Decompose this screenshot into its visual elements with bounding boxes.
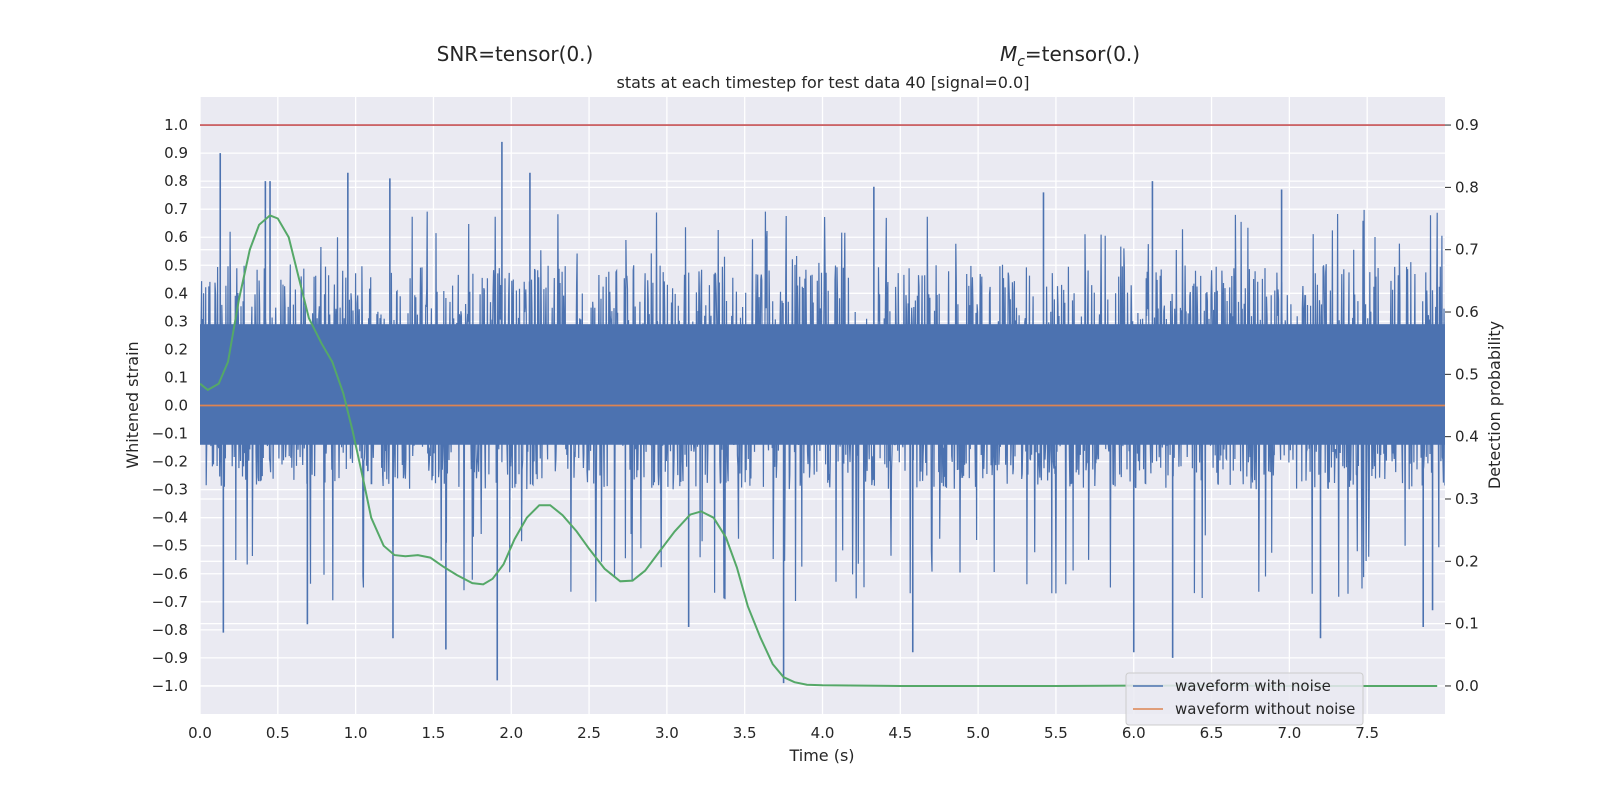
y2-tick-label: 0.3	[1455, 490, 1479, 508]
y-tick-label: −1.0	[152, 677, 188, 695]
y2-tick-label: 0.2	[1455, 552, 1479, 570]
y-tick-label: 0.3	[164, 312, 188, 330]
y-tick-label: 1.0	[164, 116, 188, 134]
y2-tick-label: 0.5	[1455, 365, 1479, 383]
y2-tick-label: 0.0	[1455, 677, 1479, 695]
legend-label-clean: waveform without noise	[1175, 700, 1355, 718]
x-tick-label: 3.5	[733, 724, 757, 742]
x-tick-label: 4.5	[888, 724, 912, 742]
legend-label-noisy: waveform with noise	[1175, 677, 1331, 695]
y2-tick-label: 0.7	[1455, 241, 1479, 259]
x-axis-label: Time (s)	[788, 746, 854, 765]
x-tick-label: 0.0	[188, 724, 212, 742]
chart-title: stats at each timestep for test data 40 …	[617, 73, 1030, 92]
y-tick-label: 0.0	[164, 397, 188, 415]
y-tick-label: −0.8	[152, 621, 188, 639]
x-tick-label: 4.0	[811, 724, 835, 742]
chirp-mass-title: Mc=tensor(0.)	[1000, 42, 1140, 70]
legend: waveform with noise waveform without noi…	[1125, 672, 1364, 726]
y2-axis-label: Detection probability	[1485, 321, 1504, 489]
y-tick-label: 0.8	[164, 172, 188, 190]
y2-tick-label: 0.6	[1455, 303, 1479, 321]
y2-tick-label: 0.4	[1455, 428, 1479, 446]
y-tick-label: −0.2	[152, 453, 188, 471]
y2-tick-label: 0.8	[1455, 178, 1479, 196]
y-tick-label: −0.9	[152, 649, 188, 667]
y2-tick-label: 0.1	[1455, 615, 1479, 633]
y-tick-label: 0.6	[164, 228, 188, 246]
y2-tick-label: 0.9	[1455, 116, 1479, 134]
x-tick-label: 7.5	[1355, 724, 1379, 742]
x-tick-label: 2.5	[577, 724, 601, 742]
x-tick-label: 7.0	[1277, 724, 1301, 742]
y-tick-label: 0.9	[164, 144, 188, 162]
x-tick-label: 3.0	[655, 724, 679, 742]
detection-probability-line	[200, 214, 1438, 687]
x-tick-label: 1.0	[344, 724, 368, 742]
axes: 0.0 0.5 1.0 1.5 2.0 2.5 3.0 3.5 4.0 4.5 5.0 5.5 6.0 6…	[152, 116, 1479, 742]
y-tick-label: −0.1	[152, 425, 188, 443]
series-layer	[200, 124, 1445, 687]
y-axis-label: Whitened strain	[123, 341, 142, 468]
y-tick-label: −0.3	[152, 481, 188, 499]
x-tick-label: 6.0	[1122, 724, 1146, 742]
x-tick-label: 2.0	[499, 724, 523, 742]
y-tick-label: −0.5	[152, 537, 188, 555]
y-tick-label: −0.7	[152, 593, 188, 611]
y-tick-label: 0.4	[164, 284, 188, 302]
x-tick-label: 5.0	[966, 724, 990, 742]
snr-title: SNR=tensor(0.)	[437, 42, 594, 66]
legend-box	[1125, 672, 1364, 726]
y-tick-label: −0.6	[152, 565, 188, 583]
y-tick-label: 0.7	[164, 200, 188, 218]
x-tick-label: 6.5	[1200, 724, 1224, 742]
y-tick-label: 0.2	[164, 340, 188, 358]
x-tick-label: 1.5	[422, 724, 446, 742]
x-tick-label: 5.5	[1044, 724, 1068, 742]
noisy-waveform-core	[200, 324, 1445, 445]
y-tick-label: 0.5	[164, 256, 188, 274]
y-tick-label: −0.4	[152, 509, 188, 527]
x-tick-label: 0.5	[266, 724, 290, 742]
y-tick-label: 0.1	[164, 368, 188, 386]
